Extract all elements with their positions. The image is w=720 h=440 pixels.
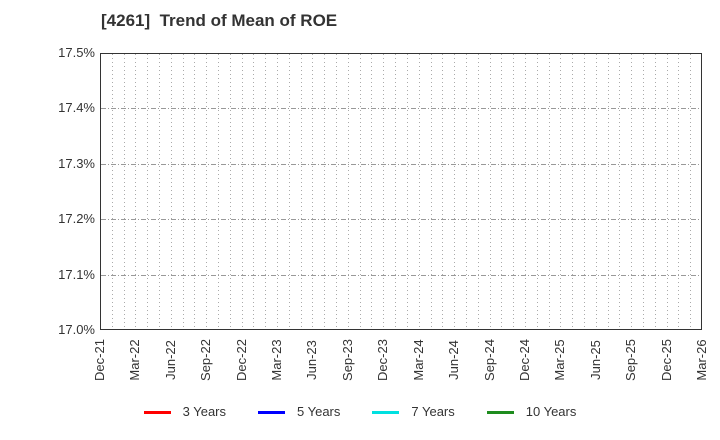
y-tick-label: 17.5% (58, 45, 95, 60)
x-tick-label: Jun-24 (446, 340, 462, 380)
chart-title: [4261] Trend of Mean of ROE (101, 11, 338, 30)
y-tick-label: 17.0% (58, 322, 95, 337)
axis-border (100, 53, 702, 330)
x-tick-label: Sep-23 (339, 339, 355, 381)
x-tick-label: Dec-25 (658, 339, 674, 381)
x-tick-label: Dec-22 (233, 339, 249, 381)
x-tick-label: Dec-21 (92, 339, 107, 381)
legend-line-icon (258, 410, 285, 414)
x-tick-label: Jun-23 (304, 340, 320, 380)
y-tick-label: 17.1% (58, 266, 95, 282)
y-tick-label: 17.4% (58, 100, 95, 116)
legend-label: 10 Years (525, 404, 577, 419)
legend-line-icon (372, 410, 400, 414)
x-tick-label: Mar-23 (269, 339, 285, 381)
x-tick-label: Mar-25 (552, 339, 568, 381)
x-tick-label: Mar-24 (410, 339, 426, 381)
x-tick-label: Sep-24 (481, 339, 497, 381)
x-tick-label: Jun-22 (162, 340, 178, 380)
legend: 3 Years 5 Years 7 Years 10 Years (0, 404, 720, 420)
x-tick-label: Mar-22 (127, 339, 143, 381)
legend-line-icon (143, 410, 171, 414)
x-tick-label: Dec-24 (516, 339, 532, 381)
y-tick-label: 17.3% (58, 155, 95, 171)
legend-line-icon (486, 410, 514, 414)
legend-label: 7 Years (411, 404, 455, 419)
y-tick-label: 17.2% (58, 211, 95, 227)
x-tick-label: Sep-25 (623, 339, 639, 381)
legend-item-5-years: 5 Years (258, 404, 340, 420)
legend-item-10-years: 10 Years (486, 404, 577, 420)
x-tick-label: Mar-26 (694, 339, 709, 381)
legend-item-3-years: 3 Years (143, 404, 226, 420)
x-tick-label: Dec-23 (375, 339, 391, 381)
plot-area (100, 53, 702, 330)
legend-label: 5 Years (297, 404, 341, 419)
legend-label: 3 Years (182, 404, 226, 419)
x-tick-label: Jun-25 (587, 340, 603, 380)
x-tick-label: Sep-22 (198, 339, 214, 381)
legend-item-7-years: 7 Years (372, 404, 455, 420)
